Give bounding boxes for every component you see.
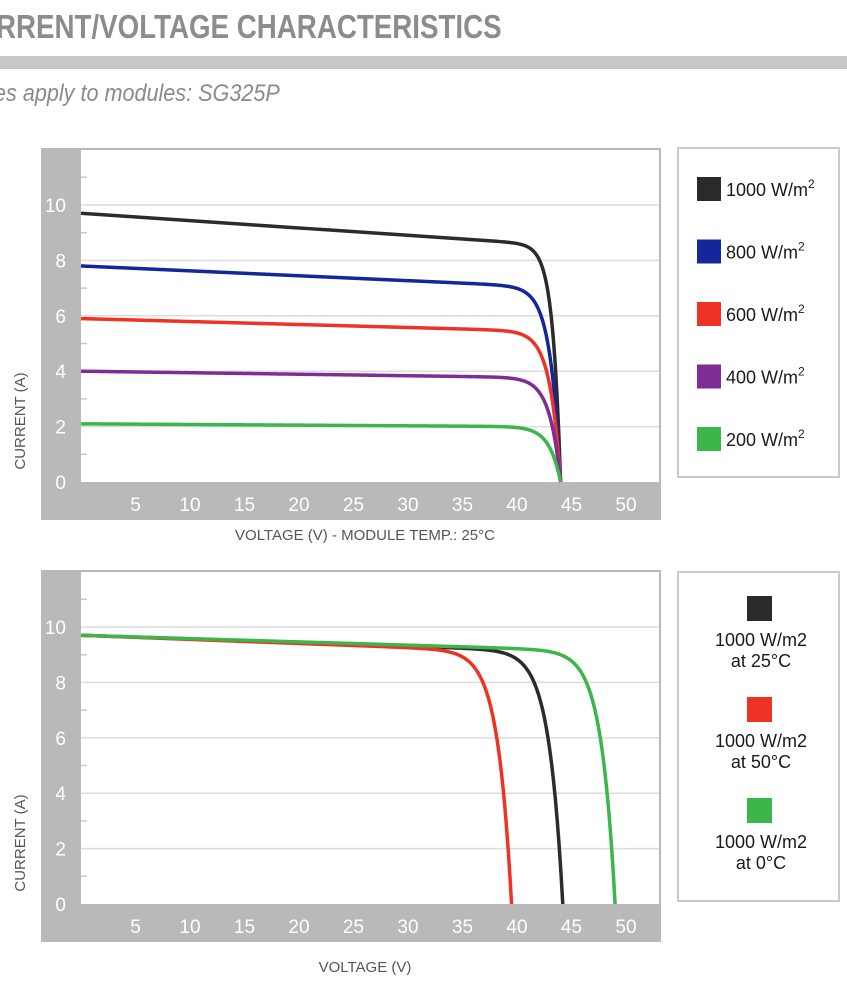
legend-swatch (697, 302, 721, 326)
x-tick-label: 5 (130, 495, 141, 516)
series-line-2 (80, 316, 563, 483)
title-rule (0, 56, 847, 69)
y-tick-label: 10 (45, 618, 66, 639)
x-tick-label: 25 (343, 495, 364, 516)
y-tick-label: 0 (55, 895, 66, 916)
x-tick-label: 45 (561, 495, 582, 516)
legend-swatch (697, 239, 721, 264)
series-line-1 (80, 264, 563, 483)
grid (81, 598, 659, 878)
legend: 1000 W/m2 800 W/m2 600 W/m2 400 W/m2 200 W/m… (697, 177, 815, 451)
x-axis-title: VOLTAGE (V) - MODULE TEMP.: 25°C (235, 527, 495, 544)
x-tick-label: 15 (234, 495, 255, 516)
y-tick-label: 6 (55, 729, 66, 750)
y-axis-title: CURRENT (A) (12, 372, 29, 469)
x-tick-label: 40 (506, 917, 527, 938)
iv-chart-temperature: 0 2 4 6 8 10 5 10 15 20 25 30 35 40 45 50 VOLTAGE (V) C… (12, 570, 840, 976)
x-tick-label: 35 (452, 917, 473, 938)
legend-swatch (697, 427, 721, 451)
series-line-2 (80, 633, 617, 905)
tick-labels: 0 2 4 6 8 10 5 10 15 20 25 30 35 40 45 50 (45, 618, 637, 938)
legend-label: 1000 W/m2 (715, 630, 807, 650)
series-line-4 (80, 422, 563, 483)
legend-swatch (747, 798, 772, 823)
legend-label: 400 W/m2 (726, 365, 805, 388)
y-tick-label: 0 (55, 473, 66, 494)
legend-box (677, 571, 840, 902)
x-tick-label: 10 (179, 495, 200, 516)
x-axis-title: VOLTAGE (V) (319, 959, 412, 976)
tick-labels: 0 2 4 6 8 10 5 10 15 20 25 30 35 40 45 50 (45, 196, 637, 516)
y-tick-label: 2 (55, 418, 66, 439)
x-tick-label: 25 (343, 917, 364, 938)
y-tick-label: 10 (45, 196, 66, 217)
curves (80, 633, 617, 905)
y-tick-label: 4 (55, 362, 66, 383)
x-tick-label: 30 (397, 495, 418, 516)
legend-label-line2: at 25°C (731, 651, 791, 671)
iv-chart-irradiance: 0 2 4 6 8 10 5 10 15 20 25 30 35 40 45 50 VOLTAGE (V) -… (12, 147, 840, 544)
legend-label: 200 W/m2 (726, 427, 805, 450)
y-tick-label: 8 (55, 673, 66, 694)
x-tick-label: 50 (615, 495, 636, 516)
x-tick-label: 45 (561, 917, 582, 938)
legend-label-line2: at 0°C (736, 853, 786, 873)
page-title: RRENT/VOLTAGE CHARACTERISTICS (0, 8, 502, 45)
x-tick-label: 20 (288, 917, 309, 938)
x-tick-label: 30 (397, 917, 418, 938)
x-tick-label: 15 (234, 917, 255, 938)
x-tick-label: 40 (506, 495, 527, 516)
legend-label: 1000 W/m2 (715, 731, 807, 751)
x-tick-label: 5 (130, 917, 141, 938)
legend-label: 600 W/m2 (726, 302, 805, 325)
series-line-0 (80, 211, 563, 483)
y-axis-title: CURRENT (A) (12, 794, 29, 891)
curves (80, 211, 563, 483)
series-line-3 (80, 369, 563, 483)
legend-swatch (697, 177, 721, 201)
y-tick-label: 2 (55, 840, 66, 861)
x-tick-label: 50 (615, 917, 636, 938)
x-tick-label: 35 (452, 495, 473, 516)
legend-label: 1000 W/m2 (726, 177, 815, 200)
y-tick-label: 4 (55, 784, 66, 805)
legend-swatch (697, 364, 721, 389)
legend-swatch (747, 697, 772, 722)
legend-label: 800 W/m2 (726, 240, 805, 263)
x-tick-label: 10 (179, 917, 200, 938)
page-subtitle: es apply to modules: SG325P (0, 80, 280, 107)
y-tick-label: 8 (55, 251, 66, 272)
y-tick-label: 6 (55, 307, 66, 328)
legend-label-line2: at 50°C (731, 752, 791, 772)
legend-swatch (747, 596, 772, 621)
legend-label: 1000 W/m2 (715, 832, 807, 852)
x-tick-label: 20 (288, 495, 309, 516)
